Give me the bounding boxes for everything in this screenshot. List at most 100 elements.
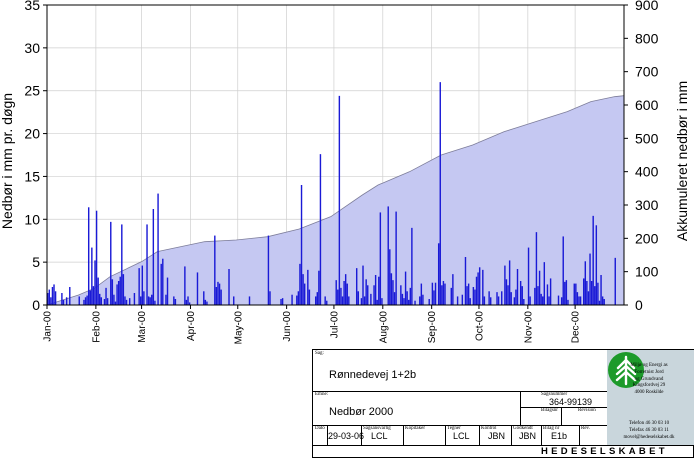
approved-label: Godkendt xyxy=(513,426,533,431)
daily-precipitation-bar xyxy=(174,299,177,305)
right-y-tick-label: 700 xyxy=(635,64,659,80)
daily-precipitation-bar xyxy=(594,286,596,305)
right-y-tick-label: 600 xyxy=(635,97,659,113)
daily-precipitation-bar xyxy=(187,296,189,305)
daily-precipitation-bar xyxy=(442,281,445,305)
daily-precipitation-bar xyxy=(188,302,191,305)
x-tick-label: Jul-00 xyxy=(329,311,340,339)
daily-precipitation-bar xyxy=(420,283,423,305)
daily-precipitation-bar xyxy=(513,297,516,305)
x-tick-label: Feb-00 xyxy=(91,311,102,343)
daily-precipitation-bar xyxy=(185,299,188,305)
daily-precipitation-bar xyxy=(89,290,91,305)
daily-precipitation-bar xyxy=(411,227,413,305)
daily-precipitation-bar xyxy=(318,270,320,305)
daily-precipitation-bar xyxy=(400,285,402,305)
x-axis-month-ticks: Jan-00 Feb-00 Mar-00 Apr-00 May-00 Jun-00 Jul-… xyxy=(43,305,582,344)
daily-precipitation-bar xyxy=(464,257,467,305)
daily-precipitation-bar xyxy=(370,293,372,305)
x-tick-label: Jan-00 xyxy=(43,311,54,342)
daily-precipitation-bar xyxy=(92,286,95,305)
daily-precipitation-bar xyxy=(497,296,500,305)
daily-precipitation-bar xyxy=(269,291,271,305)
daily-precipitation-bar xyxy=(149,297,151,305)
daily-precipitation-bar xyxy=(133,293,136,305)
appendix-value: E1b xyxy=(551,431,568,441)
daily-precipitation-bar xyxy=(538,270,541,305)
left-y-axis-ticks: 0 5 10 15 20 25 30 35 xyxy=(24,0,47,313)
daily-precipitation-bar xyxy=(154,300,156,305)
daily-precipitation-bar xyxy=(392,280,394,305)
daily-precipitation-bar xyxy=(540,293,542,305)
daily-precipitation-bar xyxy=(307,269,309,305)
daily-precipitation-bar xyxy=(340,287,342,305)
daily-precipitation-bar xyxy=(365,279,367,305)
case-label: Sag: xyxy=(315,351,324,356)
daily-precipitation-bar xyxy=(346,283,348,305)
daily-precipitation-bar xyxy=(516,269,519,305)
company-address: Miljø og Energi as Forretnist Jord og Gr… xyxy=(607,363,691,397)
daily-precipitation-bar xyxy=(203,291,205,305)
approved-value: JBN xyxy=(519,431,537,441)
daily-precipitation-bar xyxy=(248,296,251,305)
company-banner: HEDESELSKABET xyxy=(541,446,668,457)
daily-precipitation-bar xyxy=(297,291,300,305)
daily-precipitation-bar xyxy=(157,193,159,305)
daily-precipitation-bar xyxy=(48,289,50,305)
daily-precipitation-bar xyxy=(335,280,337,305)
daily-precipitation-bar xyxy=(576,292,579,305)
daily-precipitation-bar xyxy=(362,265,364,305)
subject-value: Nedbør 2000 xyxy=(329,406,394,418)
daily-precipitation-bar xyxy=(579,296,582,305)
daily-precipitation-bar xyxy=(549,278,552,305)
company-line: Miljø og Energi as xyxy=(630,363,668,368)
left-y-tick-label: 30 xyxy=(24,40,40,56)
daily-precipitation-bar xyxy=(562,236,564,305)
right-y-axis-ticks: 0 100 200 300 400 500 600 700 800 900 xyxy=(624,0,659,313)
company-line: Kingsfordvej 29 xyxy=(632,383,666,389)
daily-precipitation-bar xyxy=(204,299,207,305)
daily-precipitation-bar xyxy=(280,299,282,305)
daily-precipitation-bar xyxy=(456,296,459,305)
daily-precipitation-bar xyxy=(564,281,566,305)
control-value: JBN xyxy=(488,431,506,441)
title-block-divider xyxy=(445,425,446,445)
daily-precipitation-bar xyxy=(324,296,326,305)
daily-precipitation-bar xyxy=(146,224,148,305)
daily-precipitation-bar xyxy=(601,296,604,305)
daily-precipitation-bar xyxy=(338,95,341,305)
daily-precipitation-bar xyxy=(363,296,366,305)
title-block-divider xyxy=(313,445,694,446)
daily-precipitation-bar xyxy=(106,298,109,305)
daily-precipitation-bar xyxy=(419,296,421,305)
daily-precipitation-bar xyxy=(99,293,101,305)
daily-precipitation-bar xyxy=(573,283,575,305)
daily-precipitation-bar xyxy=(124,296,126,305)
daily-precipitation-bar xyxy=(505,279,508,305)
daily-precipitation-bar xyxy=(523,299,525,305)
daily-precipitation-bar xyxy=(83,299,85,305)
daily-precipitation-bar xyxy=(281,298,284,305)
right-y-tick-label: 0 xyxy=(635,297,643,313)
daily-precipitation-bar xyxy=(595,225,598,305)
company-logo xyxy=(608,352,644,388)
daily-precipitation-bar xyxy=(95,210,98,305)
daily-precipitation-bar xyxy=(357,291,359,305)
daily-precipitation-bar xyxy=(404,271,407,305)
title-block-divider xyxy=(313,391,607,392)
title-block-divider xyxy=(520,391,521,425)
daily-precipitation-bar xyxy=(151,294,153,305)
daily-precipitation-bar xyxy=(165,294,167,305)
daily-precipitation-bar xyxy=(215,287,218,305)
daily-precipitation-bar xyxy=(537,286,539,305)
daily-precipitation-bar xyxy=(105,287,107,305)
daily-precipitation-bar xyxy=(587,291,590,305)
daily-precipitation-bar xyxy=(125,299,128,305)
daily-precipitation-bar xyxy=(217,281,219,305)
daily-precipitation-bar xyxy=(403,298,405,305)
case-manager-value: LCL xyxy=(371,431,388,441)
daily-precipitation-bar xyxy=(527,247,530,305)
daily-precipitation-bar xyxy=(441,285,443,305)
daily-precipitation-bar xyxy=(62,299,65,305)
right-y-tick-label: 100 xyxy=(635,264,659,280)
